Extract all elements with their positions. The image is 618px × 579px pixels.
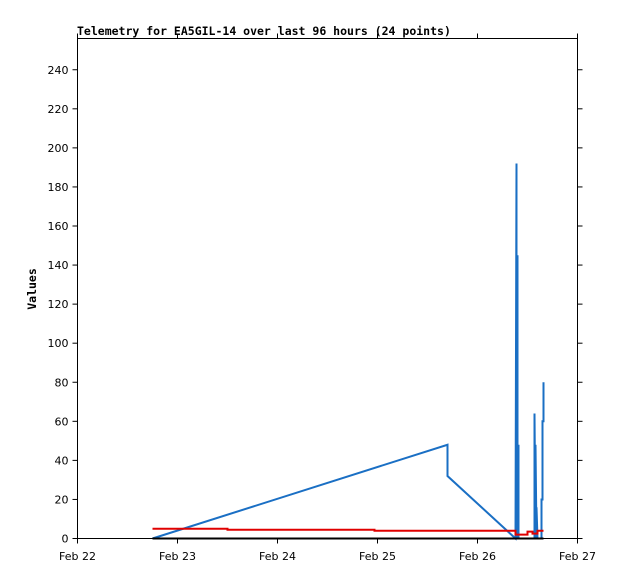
x-tick-label: Feb 27 [559, 550, 596, 563]
y-tick-label: 80 [55, 376, 69, 389]
y-tick-label: 160 [48, 220, 69, 233]
series-line-2 [152, 527, 544, 536]
chart-title: Telemetry for EA5GIL-14 over last 96 hou… [77, 24, 451, 38]
y-tick-label: 200 [48, 142, 69, 155]
x-tick-label: Feb 24 [259, 550, 296, 563]
y-tick-label: 100 [48, 337, 69, 350]
y-tick-label: 240 [48, 64, 69, 77]
series-layer [152, 163, 545, 541]
x-tick-label: Feb 26 [459, 550, 496, 563]
series-line-1 [152, 163, 545, 541]
y-tick-label: 180 [48, 181, 69, 194]
y-tick-label: 220 [48, 103, 69, 116]
y-tick-label: 40 [55, 454, 69, 467]
y-tick-label: 140 [48, 259, 69, 272]
y-axis-label: Values [25, 268, 39, 310]
y-tick-label: 20 [55, 493, 69, 506]
x-axis: Feb 22 Feb 23 Feb 24 Feb 25 Feb 26 Feb 27 [59, 33, 596, 563]
y-axis: 0 20 40 60 80 100 120 140 160 180 200 220 240 [48, 64, 583, 546]
x-tick-label: Feb 22 [59, 550, 96, 563]
plot-frame [77, 38, 578, 539]
y-tick-label: 120 [48, 298, 69, 311]
x-tick-label: Feb 23 [159, 550, 196, 563]
y-tick-label: 0 [62, 533, 69, 546]
y-tick-label: 60 [55, 415, 69, 428]
x-tick-label: Feb 25 [359, 550, 396, 563]
